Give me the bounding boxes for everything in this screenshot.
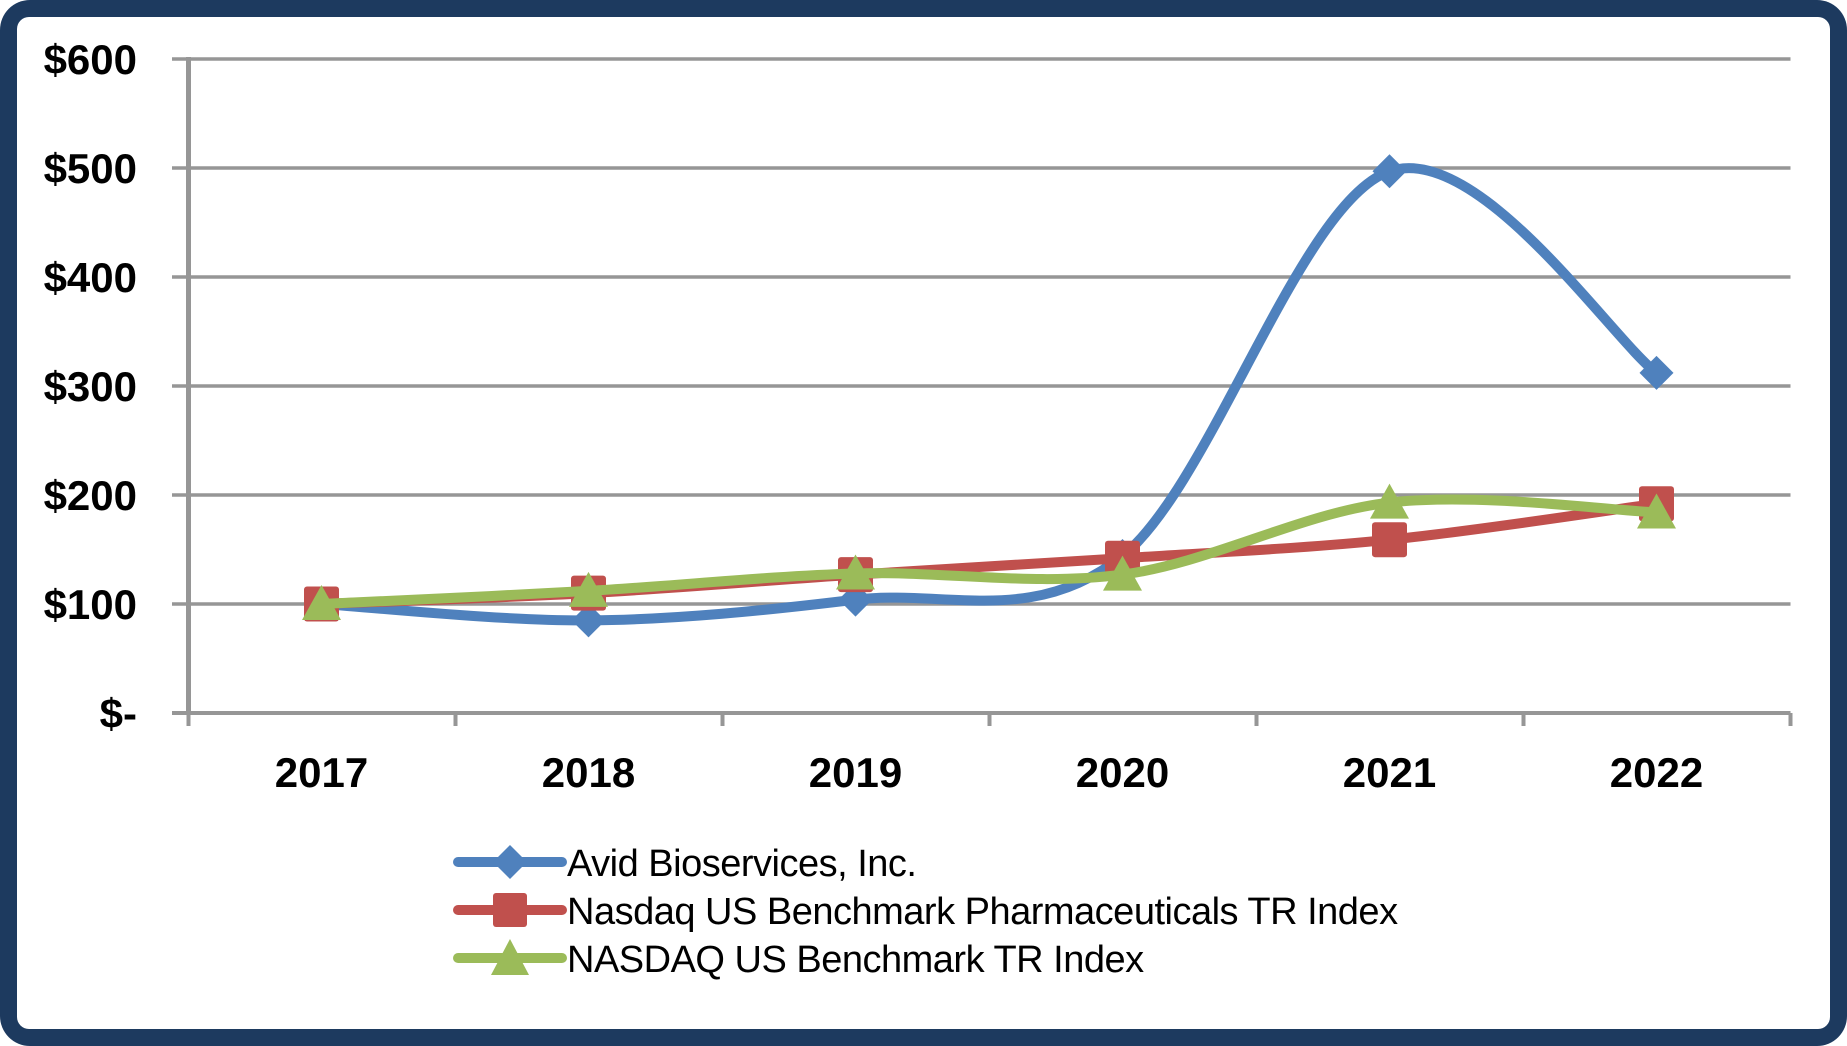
y-tick-label-0: $-: [100, 690, 137, 737]
diamond-marker-icon: [1639, 355, 1674, 390]
x-tick-label-2022: 2022: [1610, 749, 1703, 796]
triangle-marker-icon: [836, 554, 875, 590]
legend-triangle-marker-icon: [491, 939, 529, 975]
legend-item-avid: Avid Bioservices, Inc.: [453, 843, 917, 885]
chart-background: [17, 17, 1830, 1029]
legend-label-pharma-index: Nasdaq US Benchmark Pharmaceuticals TR I…: [567, 891, 1398, 933]
legend-diamond-marker-icon: [493, 845, 527, 879]
x-tick-label-2019: 2019: [809, 749, 902, 796]
legend-label-benchmark-index: NASDAQ US Benchmark TR Index: [567, 939, 1144, 981]
y-tick-label-100: $100: [44, 581, 137, 628]
triangle-marker-icon: [1637, 493, 1676, 529]
axes: [172, 57, 1793, 726]
y-axis-tick-labels: $600 $500 $400 $300 $200 $100 $-: [44, 36, 137, 737]
y-tick-label-600: $600: [44, 36, 137, 83]
data-series: [302, 154, 1676, 638]
triangle-marker-icon: [569, 571, 608, 607]
legend-item-benchmark-index: NASDAQ US Benchmark TR Index: [453, 939, 1145, 981]
diamond-marker-icon: [1372, 154, 1407, 189]
series-triangle: [302, 483, 1676, 620]
x-tick-label-2017: 2017: [275, 749, 368, 796]
y-tick-label-500: $500: [44, 145, 137, 192]
y-tick-label-300: $300: [44, 363, 137, 410]
legend-item-pharma-index: Nasdaq US Benchmark Pharmaceuticals TR I…: [453, 891, 1399, 933]
y-tick-label-200: $200: [44, 472, 137, 519]
diamond-marker-icon: [571, 603, 606, 638]
legend-square-marker-icon: [493, 893, 527, 927]
y-tick-label-400: $400: [44, 254, 137, 301]
triangle-marker-icon: [1370, 483, 1409, 519]
x-axis-tick-labels: 2017 2018 2019 2020 2021 2022: [275, 749, 1703, 796]
x-tick-label-2021: 2021: [1343, 749, 1436, 796]
legend-label-avid: Avid Bioservices, Inc.: [567, 843, 916, 885]
series-line: [316, 494, 1662, 609]
legend: Avid Bioservices, Inc. Nasdaq US Benchma…: [453, 843, 1399, 981]
triangle-marker-icon: [302, 585, 341, 620]
x-tick-label-2018: 2018: [542, 749, 635, 796]
x-tick-label-2020: 2020: [1076, 749, 1169, 796]
square-marker-icon: [1372, 522, 1407, 558]
triangle-marker-icon: [1103, 555, 1142, 591]
